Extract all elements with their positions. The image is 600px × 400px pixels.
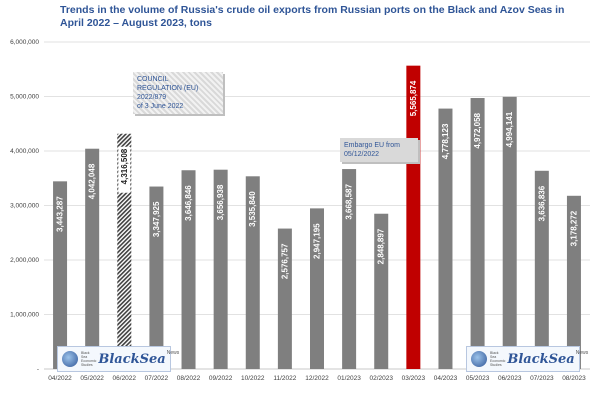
value-label: 2,576,757 <box>280 243 289 279</box>
globe-icon <box>62 351 78 367</box>
bar-10/2022 <box>245 176 260 369</box>
x-tick-label: 01/2023 <box>337 375 361 382</box>
x-tick-label: 03/2023 <box>402 375 426 382</box>
bar-06/2023 <box>502 96 517 370</box>
y-tick-label: 1,000,000 <box>10 312 39 319</box>
bar-11/2022 <box>277 228 292 369</box>
x-tick-label: 08/2022 <box>177 375 201 382</box>
bar-08/2022 <box>181 170 196 369</box>
x-tick-label: 05/2022 <box>80 375 104 382</box>
blacksea-news-logo: Black Sea Economic Studies BlackSea News <box>57 346 179 372</box>
x-tick-label: 07/2023 <box>530 375 554 382</box>
logo-word: BlackSea <box>98 351 166 367</box>
x-tick-label: 08/2023 <box>562 375 586 382</box>
bar-05/2022 <box>85 148 100 369</box>
value-label: 2,947,195 <box>313 223 322 259</box>
logo-news: News <box>166 350 180 356</box>
value-label: 4,778,123 <box>441 123 450 159</box>
embargo-annotation: Embargo EU from 05/12/2022 <box>340 138 418 162</box>
x-tick-label: 02/2023 <box>369 375 393 382</box>
bar-04/2022 <box>53 181 68 369</box>
value-label: 3,347,925 <box>152 201 161 237</box>
x-tick-label: 11/2022 <box>273 375 296 382</box>
value-label: 3,443,287 <box>56 196 65 232</box>
annotation-line: 2022/879 <box>137 94 167 101</box>
bar-12/2022 <box>310 208 324 369</box>
y-tick-label: 4,000,000 <box>10 148 39 155</box>
x-tick-label: 05/2023 <box>466 375 490 382</box>
y-tick-label: - <box>37 366 39 373</box>
x-tick-label: 06/2022 <box>113 375 137 382</box>
x-tick-label: 10/2022 <box>241 375 265 382</box>
x-tick-label: 04/2022 <box>48 375 72 382</box>
y-tick-label: 3,000,000 <box>10 203 39 210</box>
value-label: 3,668,587 <box>345 184 354 220</box>
blacksea-news-logo-right: Black Sea Economic Studies BlackSea News <box>466 346 588 372</box>
value-label: 3,656,938 <box>216 184 225 220</box>
x-tick-label: 04/2023 <box>434 375 458 382</box>
annotation-line: 05/12/2022 <box>344 151 380 158</box>
value-label: 4,972,058 <box>473 112 482 148</box>
bar-07/2022 <box>149 186 164 369</box>
logo-subtitle: Black Sea Economic Studies <box>81 351 97 367</box>
bar-09/2022 <box>213 169 228 369</box>
logo-word: BlackSea <box>507 351 575 367</box>
x-tick-label: 12/2022 <box>305 375 329 382</box>
chart-title: Trends in the volume of Russia's crude o… <box>60 4 565 29</box>
value-label: 4,042,048 <box>88 163 97 199</box>
bar-07/2023 <box>534 170 549 369</box>
value-label: 4,994,141 <box>505 111 514 147</box>
bar-04/2023 <box>438 108 453 370</box>
bar-02/2023 <box>374 213 389 369</box>
y-tick-label: 2,000,000 <box>10 257 39 264</box>
annotation-line: Embargo EU from <box>344 142 401 149</box>
y-tick-label: 5,000,000 <box>10 94 39 101</box>
annotation-line: of 3 June 2022 <box>137 103 184 110</box>
value-label: 3,535,840 <box>248 191 257 227</box>
annotation-line: REGULATION (EU) <box>137 85 199 92</box>
globe-icon <box>471 351 487 367</box>
value-label-bg <box>118 146 131 193</box>
logo-subtitle: Black Sea Economic Studies <box>490 351 506 367</box>
council-regulation-annotation: COUNCIL REGULATION (EU) 2022/879 of 3 Ju… <box>133 72 223 114</box>
x-tick-label: 07/2022 <box>145 375 169 382</box>
annotation-line: COUNCIL <box>137 76 169 83</box>
value-label: 3,646,846 <box>184 185 193 221</box>
bar-05/2023 <box>470 98 485 370</box>
y-tick-label: 6,000,000 <box>10 39 39 46</box>
value-label: 3,636,836 <box>537 185 546 221</box>
value-label: 3,178,272 <box>569 210 578 246</box>
bar-08/2023 <box>566 195 581 369</box>
x-tick-label: 06/2023 <box>498 375 522 382</box>
x-tick-label: 09/2022 <box>209 375 233 382</box>
value-label: 5,565,874 <box>409 80 418 116</box>
logo-news: News <box>575 350 589 356</box>
value-label: 2,848,897 <box>377 228 386 264</box>
bar-01/2023 <box>342 169 357 369</box>
value-label: 4,316,508 <box>120 148 129 184</box>
